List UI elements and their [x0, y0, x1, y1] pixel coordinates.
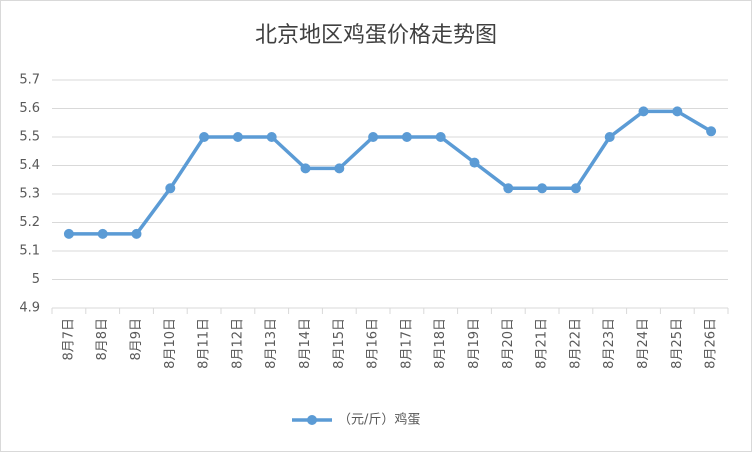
x-tick-label: 8月18日 — [433, 318, 448, 369]
y-tick-label: 5.7 — [19, 73, 40, 88]
y-tick-label: 5.2 — [19, 215, 40, 230]
point — [199, 132, 210, 142]
point — [435, 132, 446, 142]
point — [706, 126, 717, 137]
x-tick-label: 8月9日 — [129, 318, 144, 361]
point — [469, 157, 480, 168]
point — [368, 132, 379, 142]
x-tick-label: 8月26日 — [704, 318, 719, 369]
x-tick-label: 8月12日 — [230, 318, 245, 369]
point — [266, 132, 277, 142]
x-tick-label: 8月13日 — [264, 318, 279, 369]
x-tick-label: 8月23日 — [602, 318, 617, 369]
point — [97, 228, 108, 239]
point — [570, 183, 581, 194]
x-tick-label: 8月8日 — [95, 318, 110, 361]
y-tick-label: 5 — [32, 272, 40, 287]
x-tick-label: 8月21日 — [535, 318, 550, 369]
x-tick-label: 8月24日 — [636, 318, 651, 369]
x-tick-label: 8月22日 — [568, 318, 583, 369]
point — [63, 228, 74, 239]
legend-marker — [307, 415, 317, 425]
point — [401, 132, 412, 142]
y-tick-label: 5.4 — [19, 158, 40, 173]
x-tick-label: 8月25日 — [670, 318, 685, 369]
y-tick-label: 5.3 — [19, 187, 40, 202]
x-tick-label: 8月10日 — [163, 318, 178, 369]
x-tick-label: 8月11日 — [197, 318, 212, 369]
x-tick-label: 8月16日 — [366, 318, 381, 369]
point — [503, 183, 514, 194]
x-tick-label: 8月20日 — [501, 318, 516, 369]
x-tick-label: 8月14日 — [298, 318, 313, 369]
x-tick-label: 8月15日 — [332, 318, 347, 369]
point — [300, 163, 311, 174]
x-tick-label: 8月17日 — [399, 318, 414, 369]
y-tick-label: 5.1 — [19, 244, 40, 259]
point — [232, 132, 243, 142]
chart-title: 北京地区鸡蛋价格走势图 — [255, 23, 497, 48]
point — [604, 132, 615, 142]
x-tick-label: 8月19日 — [467, 318, 482, 369]
y-tick-label: 5.6 — [19, 101, 40, 116]
point — [672, 106, 683, 117]
point — [334, 163, 345, 174]
y-tick-label: 4.9 — [19, 301, 40, 316]
line — [68, 109, 712, 236]
point — [165, 183, 176, 194]
point — [537, 183, 548, 194]
y-tick-label: 5.5 — [19, 130, 40, 145]
legend-label: （元/斤）鸡蛋 — [338, 412, 420, 428]
point — [638, 106, 649, 117]
x-tick-label: 8月7日 — [61, 318, 76, 361]
point — [131, 228, 142, 239]
